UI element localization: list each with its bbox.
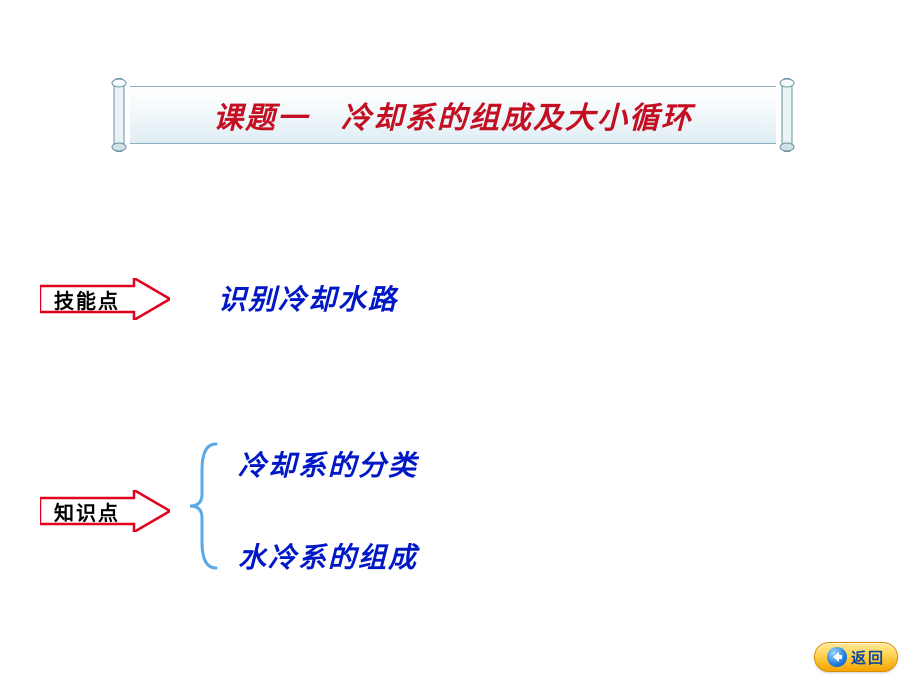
scroll-left-icon [108,78,130,152]
back-button[interactable]: 返回 [814,642,898,672]
title-banner: 课题一 冷却系的组成及大小循环 [108,80,798,150]
skill-text: 识别冷却水路 [218,278,398,318]
skill-arrow-label: 技能点 [40,278,170,320]
knowledge-arrow-label: 知识点 [40,490,170,532]
page-title: 课题一 冷却系的组成及大小循环 [213,93,693,137]
knowledge-item-1: 冷却系的分类 [238,444,418,484]
knowledge-item-2: 水冷系的组成 [238,536,418,576]
scroll-right-icon [776,78,798,152]
back-button-label: 返回 [851,647,885,668]
skill-label: 技能点 [54,278,120,320]
knowledge-label: 知识点 [54,490,120,532]
curly-brace-icon [186,440,226,572]
title-scroll-body: 课题一 冷却系的组成及大小循环 [130,86,776,144]
back-arrow-icon [827,647,847,667]
